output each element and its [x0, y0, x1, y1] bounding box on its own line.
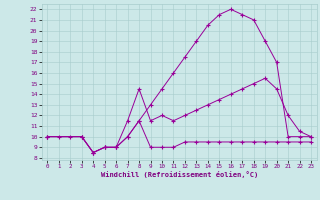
X-axis label: Windchill (Refroidissement éolien,°C): Windchill (Refroidissement éolien,°C) — [100, 171, 258, 178]
